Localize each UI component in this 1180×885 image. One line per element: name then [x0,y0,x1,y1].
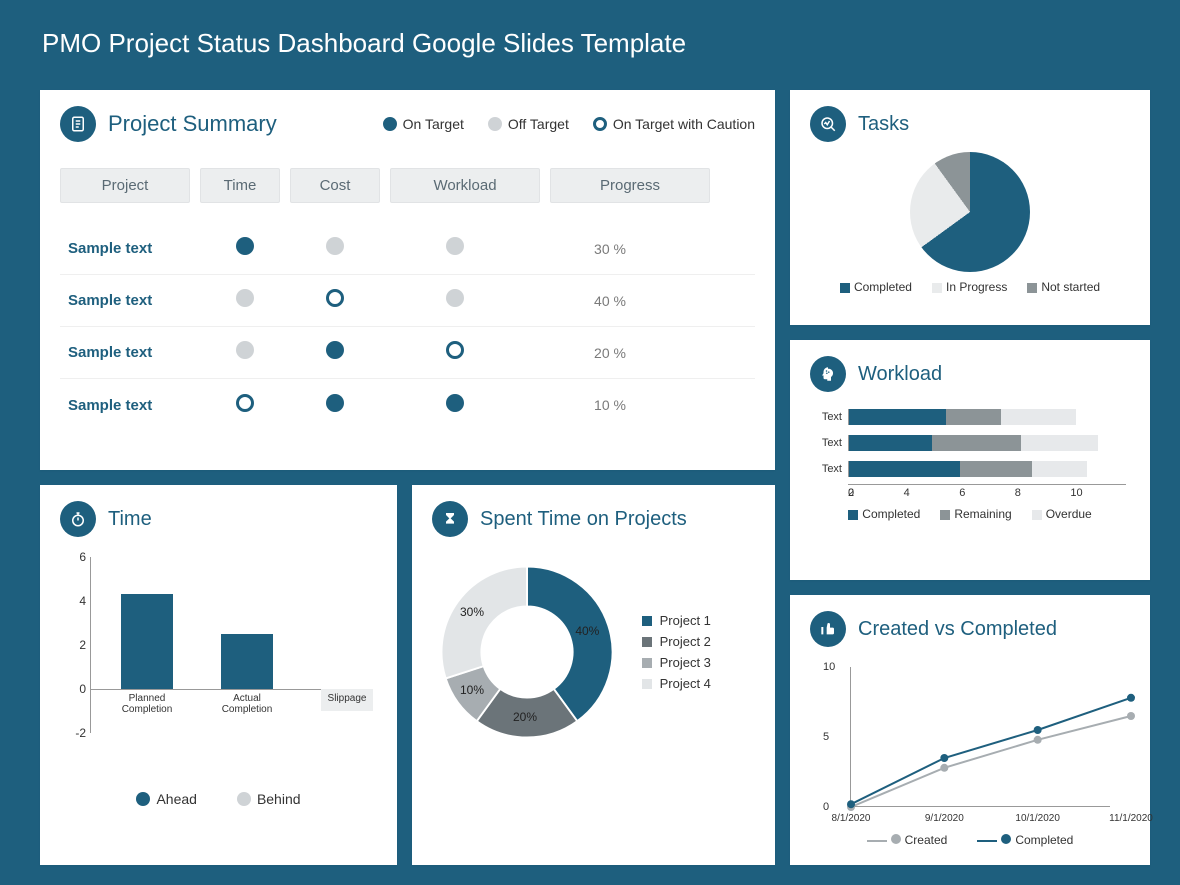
table-row: Sample text 20 % [60,327,755,379]
spent-legend: Project 1 Project 2 Project 3 Project 4 [642,607,711,697]
time-title: Time [108,508,152,531]
summary-tabs: Project Time Cost Workload Progress [60,168,755,203]
spent-donut: 40%20%10%30% [432,557,622,747]
tasks-pie [910,152,1030,272]
legend-item: Overdue [1032,507,1092,521]
tab-cost[interactable]: Cost [290,168,380,203]
row-progress: 40 % [530,293,690,309]
cvc-title: Created vs Completed [858,618,1057,641]
row-cost [290,289,380,312]
legend-item: Created [867,833,948,847]
tasks-title: Tasks [858,113,909,136]
row-time [200,341,290,364]
legend-caution: On Target with Caution [613,116,755,132]
row-workload [380,394,530,417]
legend-item: Completed [977,833,1073,847]
row-cost [290,394,380,417]
row-time [200,394,290,417]
summary-legend: On Target Off Target On Target with Caut… [383,116,755,132]
page-title: PMO Project Status Dashboard Google Slid… [0,0,1180,59]
off-target-icon [488,117,502,131]
row-progress: 30 % [530,241,690,257]
cvc-chart: 05108/1/20209/1/202010/1/202011/1/2020 [850,667,1110,807]
ahead-icon [136,792,150,806]
cvc-card: Created vs Completed 05108/1/20209/1/202… [790,595,1150,865]
legend-item: Project 2 [642,634,711,649]
time-legend: Ahead Behind [60,791,377,807]
project-summary-card: Project Summary On Target Off Target On … [40,90,775,470]
table-row: Sample text 40 % [60,275,755,327]
workload-card: Workload TextTextText0246810CompletedRem… [790,340,1150,580]
tab-progress[interactable]: Progress [550,168,710,203]
table-row: Sample text 30 % [60,223,755,275]
legend-item: Project 1 [642,613,711,628]
legend-item: In Progress [932,280,1007,294]
row-progress: 20 % [530,345,690,361]
ahead-label: Ahead [156,791,196,807]
summary-title: Project Summary [108,111,277,137]
head-icon [810,356,846,392]
stopwatch-icon [60,501,96,537]
workload-row: Text [814,458,1126,480]
legend-off: Off Target [508,116,569,132]
analytics-icon [810,106,846,142]
time-card: Time -20246 Planned CompletionActual Com… [40,485,397,865]
row-cost [290,341,380,364]
legend-item: Remaining [940,507,1011,521]
workload-chart: TextTextText0246810CompletedRemainingOve… [814,406,1126,521]
tab-project[interactable]: Project [60,168,190,203]
tab-time[interactable]: Time [200,168,280,203]
row-label: Sample text [60,344,200,361]
tab-workload[interactable]: Workload [390,168,540,203]
workload-row: Text [814,432,1126,454]
hourglass-icon [432,501,468,537]
row-label: Sample text [60,240,200,257]
row-label: Sample text [60,292,200,309]
summary-rows: Sample text 30 % Sample text 40 % Sample… [60,223,755,431]
legend-item: Completed [848,507,920,521]
on-target-icon [383,117,397,131]
document-icon [60,106,96,142]
time-chart: -20246 Planned CompletionActual Completi… [90,557,367,757]
behind-icon [237,792,251,806]
tasks-legend: Completed In Progress Not started [810,280,1130,294]
row-workload [380,341,530,364]
behind-label: Behind [257,791,301,807]
cvc-legend: Created Completed [810,833,1130,847]
thumbsup-icon [810,611,846,647]
row-workload [380,237,530,260]
workload-title: Workload [858,363,942,386]
row-cost [290,237,380,260]
row-workload [380,289,530,312]
table-row: Sample text 10 % [60,379,755,431]
row-label: Sample text [60,397,200,414]
legend-item: Project 4 [642,676,711,691]
legend-item: Completed [840,280,912,294]
row-time [200,237,290,260]
spent-card: Spent Time on Projects 40%20%10%30% Proj… [412,485,775,865]
row-progress: 10 % [530,397,690,413]
legend-on: On Target [403,116,464,132]
tasks-card: Tasks Completed In Progress Not started [790,90,1150,325]
caution-icon [593,117,607,131]
spent-title: Spent Time on Projects [480,508,687,531]
legend-item: Not started [1027,280,1100,294]
row-time [200,289,290,312]
workload-row: Text [814,406,1126,428]
legend-item: Project 3 [642,655,711,670]
